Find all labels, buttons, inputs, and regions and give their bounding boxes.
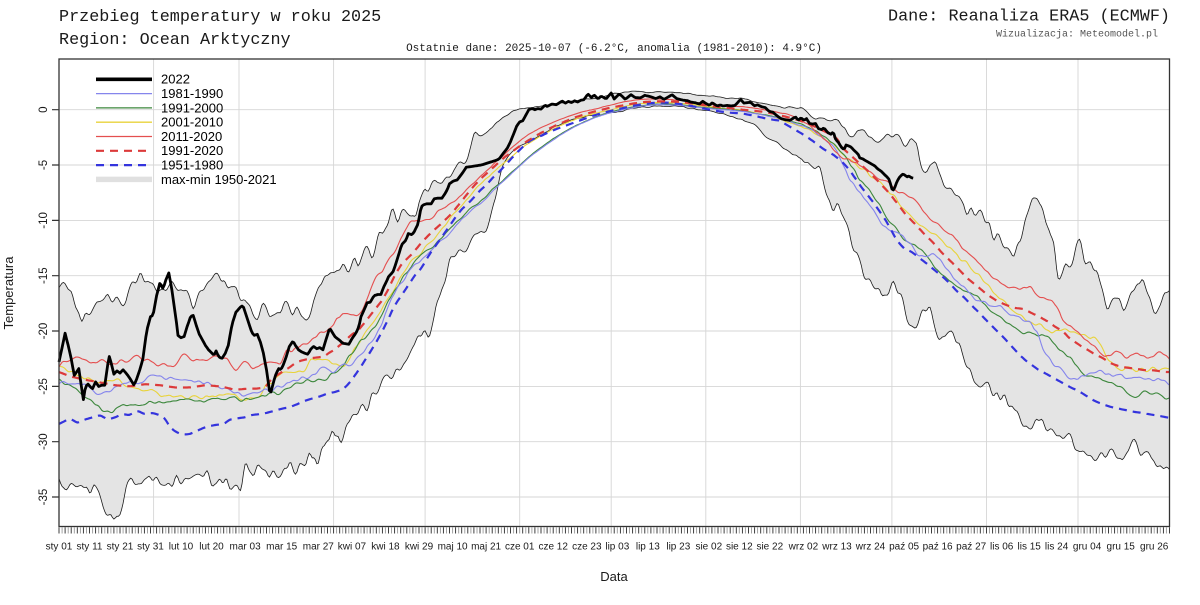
svg-text:kwi 18: kwi 18: [371, 542, 400, 553]
svg-text:Wizualizacja: Meteomodel.pl: Wizualizacja: Meteomodel.pl: [996, 29, 1158, 41]
svg-text:gru 15: gru 15: [1107, 542, 1136, 553]
svg-text:-5: -5: [38, 160, 50, 170]
svg-text:sty 11: sty 11: [77, 542, 103, 553]
svg-text:-10: -10: [38, 212, 50, 229]
svg-text:wrz 13: wrz 13: [821, 542, 852, 553]
svg-text:2022: 2022: [161, 72, 190, 87]
svg-text:lip 23: lip 23: [666, 542, 690, 553]
svg-text:cze 01: cze 01: [505, 542, 535, 553]
svg-text:cze 23: cze 23: [572, 542, 602, 553]
svg-text:-25: -25: [38, 378, 50, 395]
svg-text:kwi 07: kwi 07: [338, 542, 367, 553]
svg-text:lis 06: lis 06: [990, 542, 1014, 553]
svg-text:lis 24: lis 24: [1045, 542, 1069, 553]
svg-text:paź 16: paź 16: [923, 542, 953, 553]
svg-text:-35: -35: [38, 489, 50, 506]
svg-text:paź 27: paź 27: [956, 542, 986, 553]
svg-text:sty 21: sty 21: [107, 542, 134, 553]
svg-text:sty 31: sty 31: [137, 542, 164, 553]
svg-text:lut 10: lut 10: [169, 542, 194, 553]
svg-text:Dane: Reanaliza ERA5 (ECMWF): Dane: Reanaliza ERA5 (ECMWF): [888, 8, 1170, 27]
svg-text:1991-2020: 1991-2020: [161, 143, 223, 158]
svg-text:1991-2000: 1991-2000: [161, 100, 223, 115]
svg-text:sie 02: sie 02: [695, 542, 722, 553]
svg-text:0: 0: [38, 106, 50, 112]
svg-text:2001-2010: 2001-2010: [161, 115, 223, 130]
svg-text:sty 01: sty 01: [46, 542, 73, 553]
svg-text:mar 15: mar 15: [266, 542, 298, 553]
svg-text:wrz 24: wrz 24: [855, 542, 886, 553]
svg-text:gru 26: gru 26: [1140, 542, 1169, 553]
svg-text:lis 15: lis 15: [1018, 542, 1042, 553]
svg-text:mar 27: mar 27: [303, 542, 335, 553]
svg-text:-30: -30: [38, 433, 50, 450]
svg-text:gru 04: gru 04: [1073, 542, 1102, 553]
svg-text:maj 10: maj 10: [438, 542, 468, 553]
svg-text:paź 05: paź 05: [889, 542, 919, 553]
svg-text:Ostatnie dane: 2025-10-07 (-6.: Ostatnie dane: 2025-10-07 (-6.2°C, anoma…: [406, 43, 822, 55]
svg-text:Przebieg temperatury w roku 20: Przebieg temperatury w roku 2025: [59, 8, 381, 27]
svg-text:1951-1980: 1951-1980: [161, 158, 223, 173]
svg-text:lut 20: lut 20: [199, 542, 224, 553]
svg-text:maj 21: maj 21: [471, 542, 501, 553]
svg-text:sie 22: sie 22: [756, 542, 783, 553]
svg-text:max-min 1950-2021: max-min 1950-2021: [161, 172, 277, 187]
svg-text:2011-2020: 2011-2020: [161, 129, 222, 144]
svg-text:cze 12: cze 12: [538, 542, 568, 553]
svg-text:wrz 02: wrz 02: [788, 542, 819, 553]
svg-text:kwi 29: kwi 29: [405, 542, 434, 553]
svg-text:sie 12: sie 12: [726, 542, 753, 553]
svg-text:lip 03: lip 03: [605, 542, 629, 553]
svg-text:mar 03: mar 03: [230, 542, 262, 553]
svg-text:1981-1990: 1981-1990: [161, 86, 223, 101]
svg-text:Data: Data: [600, 569, 628, 584]
svg-text:Region: Ocean Arktyczny: Region: Ocean Arktyczny: [59, 31, 291, 50]
svg-text:-15: -15: [38, 267, 50, 284]
svg-text:Temperatura: Temperatura: [1, 256, 16, 330]
svg-text:-20: -20: [38, 323, 50, 340]
svg-text:lip 13: lip 13: [636, 542, 660, 553]
